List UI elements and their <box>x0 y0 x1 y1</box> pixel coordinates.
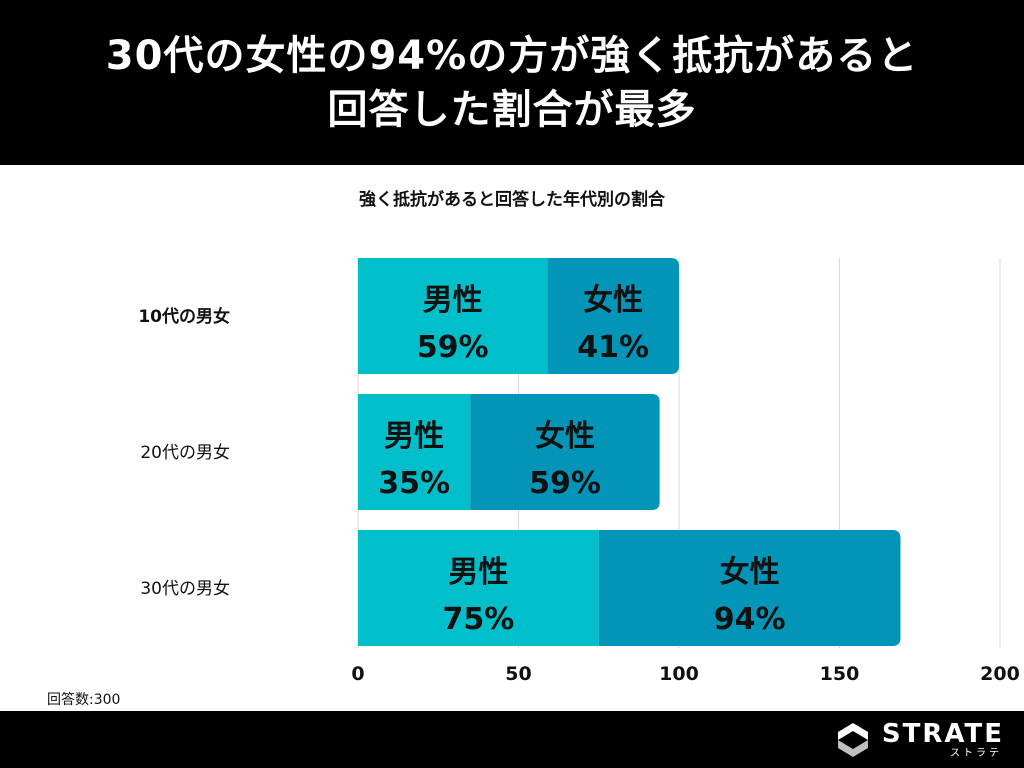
segment-series-label: 男性 <box>384 419 444 454</box>
bar-chart: 男性59%女性41%10代の男女男性35%女性59%20代の男女男性75%女性9… <box>138 258 1020 685</box>
brand-kana: ストラテ <box>950 748 1002 759</box>
footer-bar: STRATE ストラテ <box>0 711 1024 768</box>
chart-title: 強く抵抗があると回答した年代別の割合 <box>359 190 665 210</box>
category-label: 20代の男女 <box>140 443 230 463</box>
segment-value-label: 59% <box>529 466 601 501</box>
segment-series-label: 男性 <box>448 555 508 590</box>
bar-segment <box>547 258 679 374</box>
segment-value-label: 94% <box>714 602 786 637</box>
segment-value-label: 41% <box>577 330 649 365</box>
x-tick-label: 150 <box>820 663 860 685</box>
segment-value-label: 75% <box>442 602 514 637</box>
segment-value-label: 59% <box>417 330 489 365</box>
headline-line-1: 30代の女性の94%の方が強く抵抗があると <box>105 32 919 79</box>
segment-series-label: 男性 <box>423 283 483 318</box>
bar-segment <box>358 530 599 646</box>
x-tick-label: 50 <box>505 663 531 685</box>
brand-name: STRATE <box>881 719 1004 749</box>
bar-segment <box>358 258 548 374</box>
title-banner: 30代の女性の94%の方が強く抵抗があると 回答した割合が最多 <box>0 0 1024 165</box>
bar-segment <box>358 394 471 510</box>
segment-series-label: 女性 <box>535 419 595 454</box>
segment-value-label: 35% <box>378 466 450 501</box>
bar-segment <box>598 530 901 646</box>
x-tick-label: 200 <box>980 663 1020 685</box>
brand-logo: STRATE ストラテ <box>834 717 1004 763</box>
headline-line-2: 回答した割合が最多 <box>327 86 697 133</box>
segment-series-label: 女性 <box>583 283 643 318</box>
strate-logo-icon <box>837 723 868 757</box>
x-tick-label: 100 <box>659 663 699 685</box>
segment-series-label: 女性 <box>720 555 780 590</box>
category-label: 10代の男女 <box>138 306 230 327</box>
x-tick-label: 0 <box>351 663 364 685</box>
response-count: 回答数:300 <box>47 692 121 708</box>
category-label: 30代の男女 <box>140 579 230 599</box>
bar-segment <box>470 394 660 510</box>
